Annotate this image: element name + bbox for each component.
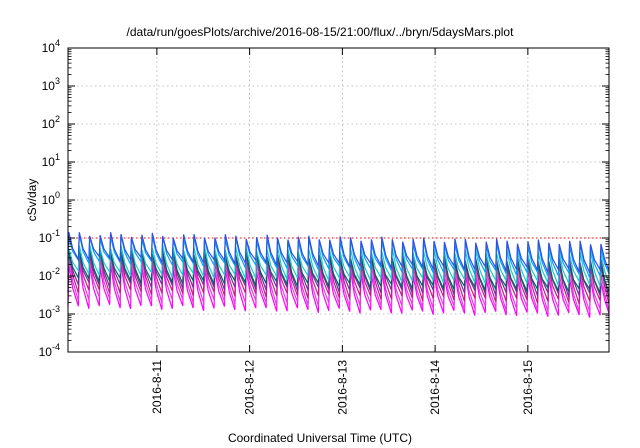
series-layer [67,232,610,318]
y-tick-label: 10-3 [39,304,60,321]
y-tick-label: 100 [42,190,60,207]
y-axis-label: cSv/day [25,179,39,222]
tick-labels: 10-4 10-3 10-2 10-1 100 101 102 103 104 2016-8-11… [39,38,535,415]
x-tick-label: 2016-8-12 [243,360,257,415]
x-tick-label: 2016-8-14 [428,360,442,415]
y-tick-label: 103 [42,76,60,93]
x-tick-label: 2016-8-11 [150,360,164,414]
x-tick-label: 2016-8-15 [521,360,535,415]
y-tick-label: 10-2 [39,266,60,283]
y-tick-label: 10-1 [39,228,60,245]
y-tick-label: 10-4 [39,342,60,359]
x-axis-label: Coordinated Universal Time (UTC) [228,431,412,445]
y-tick-label: 104 [42,38,60,55]
y-tick-label: 102 [42,114,60,131]
x-tick-label: 2016-8-13 [335,360,349,415]
y-tick-label: 101 [42,152,60,169]
series-line [67,232,610,274]
axis-ticks [68,47,609,353]
chart-title: /data/run/goesPlots/archive/2016-08-15/2… [127,25,515,39]
